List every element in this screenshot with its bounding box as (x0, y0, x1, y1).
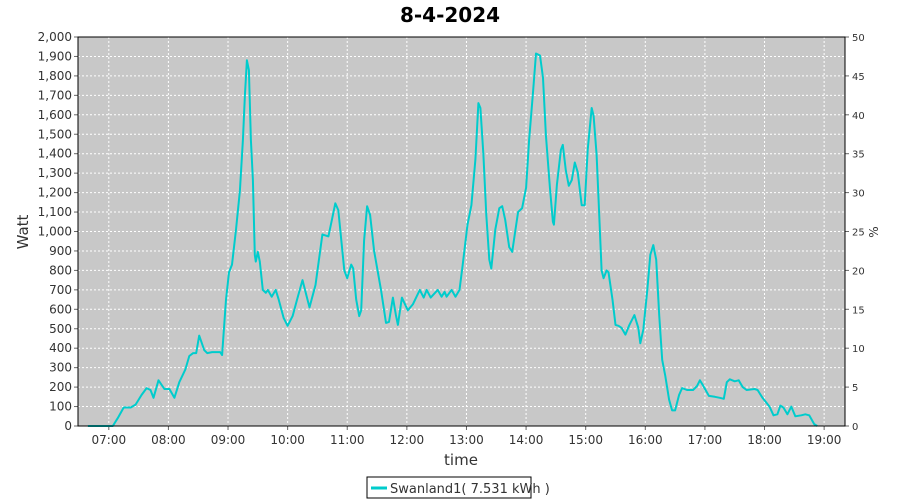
y-tick-label: 100 (49, 400, 72, 414)
y2-tick-label: 15 (852, 305, 865, 316)
y-tick-label: 0 (64, 419, 72, 433)
y-tick-label: 1,200 (38, 186, 72, 200)
y-tick-label: 200 (49, 380, 72, 394)
y2-tick-label: 30 (852, 189, 865, 200)
x-tick-label: 13:00 (449, 433, 484, 447)
legend: Swanland1( 7.531 kWh ) (366, 476, 550, 499)
x-tick-label: 16:00 (628, 433, 663, 447)
y2-tick-label: 40 (852, 111, 865, 122)
x-tick-label: 08:00 (151, 433, 186, 447)
y-tick-label: 1,400 (38, 147, 72, 161)
y2-axis: 0 5 10 15 20 25 30 35 40 45 50 (845, 33, 865, 433)
x-tick-label: 07:00 (92, 433, 127, 447)
y2-tick-label: 45 (852, 72, 865, 83)
x-tick-label: 11:00 (330, 433, 365, 447)
x-axis-label: time (444, 451, 478, 469)
series-line-0 (87, 52, 818, 427)
y-tick-label: 800 (49, 263, 72, 277)
y2-tick-label: 25 (852, 228, 865, 239)
grid (78, 37, 845, 426)
y-tick-label: 600 (49, 302, 72, 316)
x-axis: 07:00 08:00 09:00 10:00 11:00 12:00 13:00 14:00… (92, 426, 842, 447)
x-tick-label: 14:00 (509, 433, 544, 447)
y-tick-label: 1,000 (38, 225, 72, 239)
x-tick-label: 17:00 (688, 433, 723, 447)
y2-tick-label: 10 (852, 344, 865, 355)
x-tick-label: 15:00 (568, 433, 603, 447)
y-tick-label: 400 (49, 341, 72, 355)
x-tick-label: 12:00 (390, 433, 425, 447)
y2-tick-label: 0 (852, 422, 858, 433)
chart-title: 8-4-2024 (400, 3, 500, 27)
y-tick-label: 1,800 (38, 69, 72, 83)
y-tick-label: 700 (49, 283, 72, 297)
y2-tick-label: 50 (852, 33, 865, 44)
y-tick-label: 1,900 (38, 49, 72, 63)
x-tick-label: 18:00 (747, 433, 782, 447)
plot-area (78, 37, 845, 426)
y2-axis-label: % (867, 226, 881, 237)
y-tick-label: 900 (49, 244, 72, 258)
x-tick-label: 19:00 (807, 433, 842, 447)
y-tick-label: 1,300 (38, 166, 72, 180)
y-tick-label: 500 (49, 322, 72, 336)
series-layer (87, 52, 818, 427)
y2-tick-label: 35 (852, 150, 865, 161)
x-tick-label: 10:00 (270, 433, 305, 447)
y2-tick-label: 5 (852, 383, 858, 394)
y-tick-label: 2,000 (38, 30, 72, 44)
y-tick-label: 1,100 (38, 205, 72, 219)
legend-label: Swanland1( 7.531 kWh ) (390, 482, 550, 497)
y-axis-label: Watt (14, 214, 32, 249)
legend-box (366, 476, 532, 499)
y-tick-label: 1,500 (38, 127, 72, 141)
y-tick-label: 300 (49, 361, 72, 375)
y-tick-label: 1,600 (38, 108, 72, 122)
y-tick-label: 1,700 (38, 88, 72, 102)
plot-border (77, 36, 846, 427)
y-axis: 0 100 200 300 400 500 600 700 800 900 1,000 1,100 1,… (38, 30, 78, 433)
y2-tick-label: 20 (852, 266, 865, 277)
x-tick-label: 09:00 (211, 433, 246, 447)
